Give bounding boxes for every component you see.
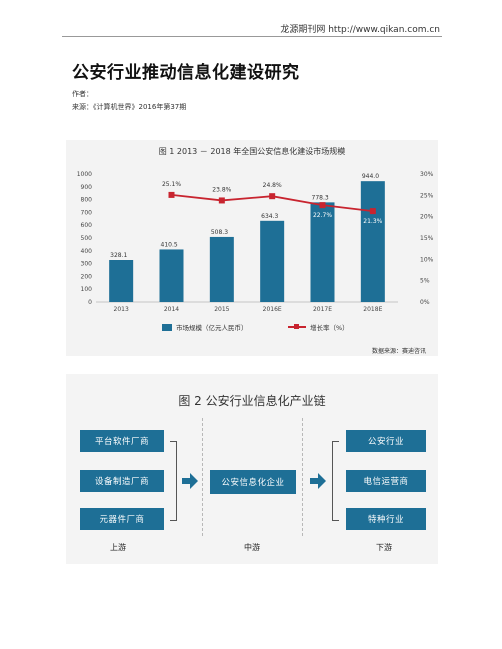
x-tick-label: 2018E	[363, 306, 382, 313]
header-rule	[62, 36, 442, 37]
arrow-right-icon	[182, 473, 198, 489]
midstream-item-police-it-enterprise: 公安信息化企业	[210, 470, 296, 494]
x-tick-label: 2014	[164, 306, 179, 313]
growth-rate-label: 23.8%	[212, 186, 231, 193]
bar	[209, 236, 234, 302]
legend-label-growth-rate: 增长率（%）	[310, 324, 349, 332]
y-tick-label: 800	[81, 197, 93, 204]
downstream-item-telecom-operator: 电信运营商	[346, 470, 426, 492]
bar-value-label: 508.3	[211, 229, 228, 236]
bar-value-label: 328.1	[110, 252, 127, 259]
downstream-item-police-industry: 公安行业	[346, 430, 426, 452]
bar-value-label: 410.5	[161, 241, 178, 248]
lane-label-midstream: 中游	[244, 543, 260, 552]
x-tick-label: 2016E	[263, 306, 282, 313]
bar-value-label: 634.3	[261, 213, 278, 220]
upstream-bracket	[170, 441, 177, 521]
divider-left	[202, 418, 203, 536]
growth-rate-point	[269, 193, 276, 200]
market-size-chart: 0 100 200 300 400 500 600 700 800 900 1000 0% 5% 10% 1…	[77, 171, 434, 313]
y-tick-label: 0	[88, 299, 92, 306]
legend-item-growth-rate: 增长率（%）	[288, 322, 349, 332]
legend-line-swatch	[288, 324, 306, 329]
bar	[310, 202, 335, 302]
figure-2-title: 图 2 公安行业信息化产业链	[178, 394, 326, 408]
bar	[159, 249, 184, 302]
y2-tick-label: 20%	[420, 214, 434, 221]
growth-rate-point	[319, 202, 326, 209]
downstream-item-special-industry: 特种行业	[346, 508, 426, 530]
growth-rate-label: 22.7%	[313, 212, 332, 219]
growth-rate-label: 25.1%	[162, 181, 181, 188]
growth-rate-point	[218, 197, 225, 204]
bar	[360, 181, 385, 302]
figure-1-chart: 图 1 2013 － 2018 年全国公安信息化建设市场规模 0 100 200 30…	[66, 140, 438, 356]
y-tick-label: 400	[81, 248, 93, 255]
article-title: 公安行业推动信息化建设研究	[72, 63, 300, 83]
y2-tick-label: 0%	[420, 299, 430, 306]
y-tick-label: 600	[81, 222, 93, 229]
x-tick-label: 2015	[214, 306, 229, 313]
bar-value-label: 778.3	[312, 194, 329, 201]
lane-label-upstream: 上游	[110, 543, 126, 552]
bar	[260, 220, 285, 302]
y2-tick-label: 30%	[420, 171, 434, 178]
figure-1-title: 图 1 2013 － 2018 年全国公安信息化建设市场规模	[158, 147, 346, 156]
bar	[109, 260, 134, 302]
upstream-item-device-maker: 设备制造厂商	[80, 470, 164, 492]
y2-tick-label: 5%	[420, 278, 430, 285]
legend-item-market-size: 市场规模（亿元人民币）	[162, 322, 248, 332]
legend-bar-swatch	[162, 323, 172, 331]
legend-label-market-size: 市场规模（亿元人民币）	[176, 324, 248, 332]
growth-rate-label: 24.8%	[263, 182, 282, 189]
growth-rate-label: 21.3%	[363, 218, 382, 225]
y-tick-label: 700	[81, 209, 93, 216]
y-tick-label: 500	[81, 235, 93, 242]
figure-2-industry-chain: 图 2 公安行业信息化产业链 平台软件厂商 设备制造厂商 元器件厂商 公安信息化…	[66, 374, 438, 564]
y2-tick-label: 25%	[420, 192, 434, 199]
figure-1-data-source: 数据来源：赛迪咨讯	[371, 348, 426, 355]
lane-label-downstream: 下游	[376, 543, 392, 552]
source-line: 来源：《计算机世界》2016年第37期	[72, 103, 187, 111]
y2-tick-label: 10%	[420, 256, 434, 263]
growth-rate-point	[168, 191, 175, 198]
upstream-item-component-maker: 元器件厂商	[80, 508, 164, 530]
downstream-bracket	[332, 441, 339, 521]
y2-tick-label: 15%	[420, 235, 434, 242]
upstream-item-platform-software: 平台软件厂商	[80, 430, 164, 452]
y-tick-label: 100	[81, 286, 93, 293]
x-tick-label: 2013	[114, 306, 129, 313]
divider-right	[302, 418, 303, 536]
author-line: 作者：	[72, 90, 93, 98]
journal-source-header[interactable]: 龙源期刊网 http://www.qikan.com.cn	[280, 25, 440, 35]
x-tick-label: 2017E	[313, 306, 332, 313]
arrow-right-icon	[310, 473, 326, 489]
bar-value-label: 944.0	[362, 173, 379, 180]
y-tick-label: 900	[81, 184, 93, 191]
y-tick-label: 1000	[77, 171, 92, 178]
growth-rate-point	[369, 208, 376, 215]
y-tick-label: 300	[81, 261, 93, 268]
y-tick-label: 200	[81, 273, 93, 280]
